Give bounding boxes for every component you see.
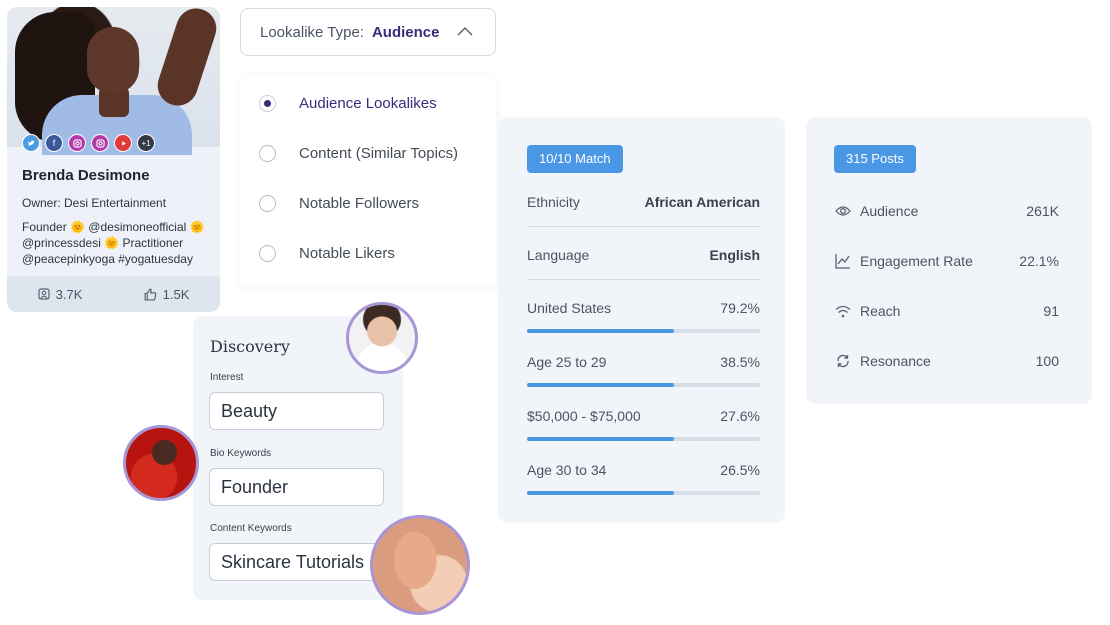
row-label: Language bbox=[527, 247, 590, 263]
radio-button[interactable] bbox=[259, 245, 276, 262]
interest-label: Interest bbox=[210, 372, 244, 383]
profile-stats: 3.7K 1.5K bbox=[7, 276, 220, 312]
reach-row: Reach 91 bbox=[834, 302, 1059, 320]
option-notable-followers[interactable]: Notable Followers bbox=[259, 195, 419, 212]
row-value: English bbox=[709, 247, 760, 263]
radio-selected[interactable] bbox=[259, 95, 276, 112]
instagram-icon[interactable] bbox=[68, 134, 86, 152]
social-icons: f +1 bbox=[22, 134, 155, 152]
facebook-icon[interactable]: f bbox=[45, 134, 63, 152]
trend-chart-icon bbox=[834, 252, 852, 270]
lookalike-options: Audience Lookalikes Content (Similar Top… bbox=[240, 75, 496, 285]
bar-row: Age 30 to 34 26.5% bbox=[527, 462, 760, 478]
row-value: 26.5% bbox=[720, 462, 760, 478]
row-value: 91 bbox=[1043, 303, 1059, 319]
row-label: Resonance bbox=[860, 353, 931, 369]
user-badge-icon bbox=[38, 288, 50, 300]
bar-row: Age 25 to 29 38.5% bbox=[527, 354, 760, 370]
bio-keywords-label: Bio Keywords bbox=[210, 448, 272, 459]
wifi-icon bbox=[834, 302, 852, 320]
instagram-icon[interactable] bbox=[91, 134, 109, 152]
engagement-rate-row: Engagement Rate 22.1% bbox=[834, 252, 1059, 270]
option-label: Audience Lookalikes bbox=[299, 95, 437, 112]
profile-owner: Owner: Desi Entertainment bbox=[22, 196, 167, 210]
audience-match-panel: 10/10 Match Ethnicity African American L… bbox=[498, 117, 785, 523]
language-row: Language English bbox=[527, 247, 760, 263]
row-label: Age 25 to 29 bbox=[527, 354, 607, 370]
followers-count: 3.7K bbox=[55, 286, 83, 302]
content-keywords-label: Content Keywords bbox=[210, 523, 292, 534]
avatar bbox=[123, 425, 199, 501]
profile-card[interactable]: f +1 Brenda Desimone Owner: Desi Enterta… bbox=[7, 7, 220, 312]
twitter-icon[interactable] bbox=[22, 134, 40, 152]
audience-row: Audience 261K bbox=[834, 202, 1059, 220]
resonance-row: Resonance 100 bbox=[834, 352, 1059, 370]
progress-bar bbox=[527, 437, 760, 441]
bio-keywords-field[interactable]: Founder bbox=[209, 468, 384, 506]
progress-bar bbox=[527, 329, 760, 333]
row-value: 261K bbox=[1026, 203, 1059, 219]
option-notable-likers[interactable]: Notable Likers bbox=[259, 245, 395, 262]
row-label: United States bbox=[527, 300, 612, 316]
lookalike-type-select[interactable]: Lookalike Type: Audience bbox=[240, 8, 496, 56]
avatar bbox=[370, 515, 470, 615]
divider bbox=[527, 279, 760, 280]
lookalike-value: Audience bbox=[371, 23, 440, 41]
profile-name: Brenda Desimone bbox=[22, 167, 150, 184]
option-label: Notable Likers bbox=[299, 245, 395, 262]
bar-row: United States 79.2% bbox=[527, 300, 760, 316]
avatar bbox=[346, 302, 418, 374]
row-value: 100 bbox=[1035, 353, 1059, 369]
row-label: $50,000 - $75,000 bbox=[527, 408, 641, 424]
divider bbox=[527, 226, 760, 227]
row-label: Engagement Rate bbox=[860, 253, 973, 269]
option-label: Content (Similar Topics) bbox=[299, 145, 458, 162]
lookalike-label: Lookalike Type: bbox=[260, 23, 364, 41]
followers-stat: 3.7K bbox=[38, 286, 83, 302]
profile-bio: Founder 🌞 @desimoneofficial 🌞 @princessd… bbox=[22, 219, 217, 267]
row-label: Age 30 to 34 bbox=[527, 462, 607, 478]
row-value: 38.5% bbox=[720, 354, 760, 370]
chevron-up-icon[interactable] bbox=[457, 26, 473, 36]
eye-icon bbox=[834, 202, 852, 220]
bio-line: Founder 🌞 @desimoneofficial 🌞 bbox=[22, 220, 205, 234]
likes-stat: 1.5K bbox=[144, 286, 190, 302]
option-audience-lookalikes[interactable]: Audience Lookalikes bbox=[259, 95, 437, 112]
row-value: 22.1% bbox=[1019, 253, 1059, 269]
row-value: African American bbox=[644, 194, 760, 210]
posts-badge: 315 Posts bbox=[834, 145, 916, 173]
row-value: 79.2% bbox=[720, 300, 760, 316]
profile-photo bbox=[7, 7, 220, 155]
radio-button[interactable] bbox=[259, 145, 276, 162]
match-badge: 10/10 Match bbox=[527, 145, 623, 173]
bio-line: @peacepinkyoga #yogatuesday bbox=[22, 252, 193, 266]
youtube-icon[interactable] bbox=[114, 134, 132, 152]
bio-line: @princessdesi 🌞 Practitioner bbox=[22, 236, 184, 250]
radio-button[interactable] bbox=[259, 195, 276, 212]
progress-bar bbox=[527, 491, 760, 495]
discovery-title: Discovery bbox=[210, 337, 290, 356]
row-value: 27.6% bbox=[720, 408, 760, 424]
bar-row: $50,000 - $75,000 27.6% bbox=[527, 408, 760, 424]
row-label: Reach bbox=[860, 303, 901, 319]
progress-bar bbox=[527, 383, 760, 387]
row-label: Audience bbox=[860, 203, 919, 219]
option-label: Notable Followers bbox=[299, 195, 420, 212]
posts-panel: 315 Posts Audience 261K Engagement Rate … bbox=[806, 117, 1092, 404]
ethnicity-row: Ethnicity African American bbox=[527, 194, 760, 210]
refresh-icon bbox=[834, 352, 852, 370]
interest-field[interactable]: Beauty bbox=[209, 392, 384, 430]
more-icon[interactable]: +1 bbox=[137, 134, 155, 152]
likes-count: 1.5K bbox=[162, 286, 190, 302]
thumbs-up-icon bbox=[144, 287, 156, 301]
content-keywords-field[interactable]: Skincare Tutorials bbox=[209, 543, 384, 581]
option-content-similar-topics[interactable]: Content (Similar Topics) bbox=[259, 145, 458, 162]
row-label: Ethnicity bbox=[527, 194, 580, 210]
